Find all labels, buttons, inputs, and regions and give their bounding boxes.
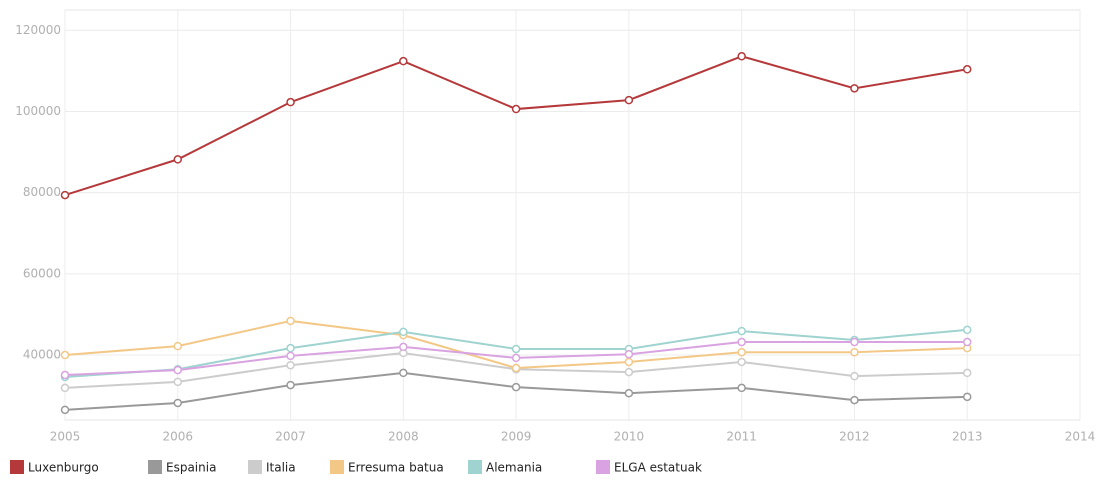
data-point [737,326,746,336]
data-point [286,97,295,107]
data-point [850,84,859,93]
data-point [399,342,408,352]
data-point [737,52,746,61]
data-point [624,95,634,105]
data-point [624,349,634,359]
legend-label: Italia [266,461,296,475]
x-tick-label: 2010 [614,430,645,444]
data-point [737,383,746,393]
data-point [962,325,972,335]
legend-swatch [148,460,162,474]
data-point [850,337,859,347]
data-point [173,377,183,387]
data-point [850,347,859,357]
data-point [511,382,521,392]
y-tick-label: 80000 [23,185,61,199]
legend-label: Espainia [166,461,216,475]
data-point [399,327,408,337]
data-point [286,380,295,390]
data-point [962,368,972,378]
data-point [399,368,408,378]
data-point [173,341,183,351]
data-point [60,405,70,415]
x-tick-label: 2012 [839,430,870,444]
data-point [399,56,408,66]
data-point [286,343,295,353]
data-point [737,357,746,367]
data-point [624,388,634,398]
legend-swatch [330,460,344,474]
data-point [850,371,859,381]
data-point [962,65,972,74]
legend-label: Alemania [486,461,542,475]
x-tick-label: 2011 [726,430,757,444]
data-point [60,350,70,360]
legend-label: ELGA estatuak [614,461,702,475]
data-point [173,365,183,375]
x-tick-label: 2009 [501,430,532,444]
data-point [173,398,183,408]
data-point [511,344,521,354]
y-tick-label: 100000 [15,104,61,118]
legend-swatch [468,460,482,474]
data-point [511,363,521,373]
data-point [737,337,746,347]
data-point [962,392,972,402]
data-point [286,360,295,370]
legend-swatch [10,460,24,474]
data-point [286,316,295,326]
x-tick-label: 2005 [50,430,81,444]
data-point [511,104,521,114]
legend-swatch [596,460,610,474]
data-point [286,351,295,361]
legend-label: Luxenburgo [28,461,99,475]
y-tick-label: 120000 [15,23,61,37]
y-tick-label: 40000 [23,348,61,362]
data-point [624,357,634,367]
data-point [850,395,859,405]
x-tick-label: 2008 [388,430,419,444]
x-tick-label: 2014 [1065,430,1096,444]
data-point [173,155,183,164]
legend-swatch [248,460,262,474]
data-point [737,347,746,357]
data-point [60,370,70,380]
legend-label: Erresuma batua [348,461,444,475]
y-tick-label: 60000 [23,266,61,280]
data-point [624,367,634,377]
x-tick-label: 2007 [275,430,306,444]
data-point [60,383,70,393]
data-point [60,190,70,200]
data-point [962,337,972,347]
data-point [511,353,521,363]
x-tick-label: 2013 [952,430,983,444]
plot-area [64,9,1081,421]
x-tick-label: 2006 [163,430,194,444]
